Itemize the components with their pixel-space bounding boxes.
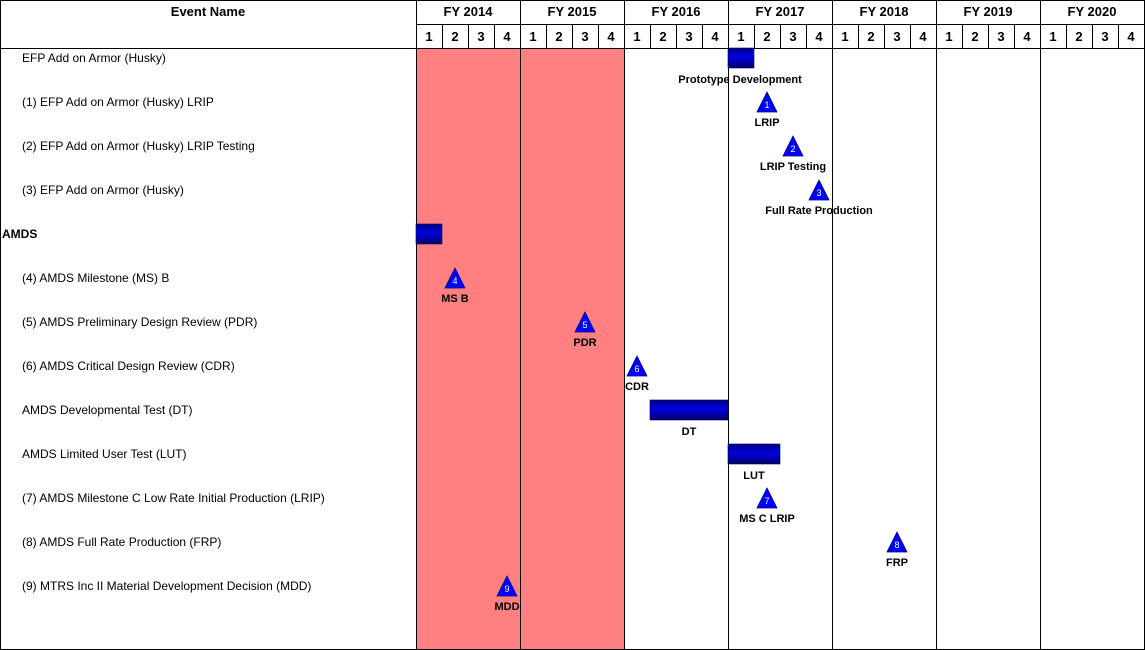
bar-label: Prototype Development	[678, 74, 802, 86]
row-label: (1) EFP Add on Armor (Husky) LRIP	[22, 95, 214, 109]
quarter-label: 3	[685, 29, 692, 44]
bar-label: LUT	[743, 470, 765, 482]
row-label: AMDS Developmental Test (DT)	[22, 403, 193, 417]
quarter-label: 4	[815, 29, 823, 44]
milestone-triangle	[444, 267, 466, 289]
year-label: FY 2020	[1068, 4, 1117, 19]
quarter-label: 1	[737, 29, 744, 44]
year-label: FY 2016	[652, 4, 701, 19]
year-label: FY 2017	[756, 4, 805, 19]
milestone-triangle	[886, 531, 908, 553]
milestone-number: 1	[764, 100, 769, 110]
gantt-bar	[727, 47, 755, 69]
gantt-bar	[649, 399, 729, 421]
quarter-label: 4	[1023, 29, 1031, 44]
milestone-label: PDR	[573, 337, 596, 349]
gantt-bar	[727, 443, 781, 465]
milestone-number: 8	[894, 540, 899, 550]
quarter-label: 2	[1075, 29, 1082, 44]
quarter-label: 2	[555, 29, 562, 44]
year-label: FY 2015	[548, 4, 597, 19]
quarter-label: 1	[945, 29, 952, 44]
milestone-number: 6	[634, 364, 639, 374]
quarter-label: 2	[971, 29, 978, 44]
milestone-triangle	[626, 355, 648, 377]
row-label: (9) MTRS Inc II Material Development Dec…	[22, 579, 311, 593]
row-label: (3) EFP Add on Armor (Husky)	[22, 183, 184, 197]
row-label: (7) AMDS Milestone C Low Rate Initial Pr…	[22, 491, 325, 505]
milestone-triangle	[574, 311, 596, 333]
milestone-label: Full Rate Production	[765, 205, 873, 217]
quarter-label: 1	[1049, 29, 1056, 44]
milestone-label: MS B	[441, 293, 469, 305]
quarter-label: 3	[893, 29, 900, 44]
event-name-header: Event Name	[171, 4, 245, 19]
milestone-label: MS C LRIP	[739, 513, 795, 525]
quarter-label: 1	[529, 29, 536, 44]
quarter-label: 3	[997, 29, 1004, 44]
year-label: FY 2019	[964, 4, 1013, 19]
row-label: (6) AMDS Critical Design Review (CDR)	[22, 359, 235, 373]
year-label: FY 2014	[444, 4, 494, 19]
quarter-label: 4	[711, 29, 719, 44]
quarter-label: 4	[503, 29, 511, 44]
milestone-triangle	[756, 91, 778, 113]
quarter-label: 2	[659, 29, 666, 44]
milestone-label: FRP	[886, 557, 908, 569]
milestone-number: 7	[764, 496, 769, 506]
row-label: EFP Add on Armor (Husky)	[22, 51, 166, 65]
milestone-triangle	[782, 135, 804, 157]
quarter-label: 1	[425, 29, 432, 44]
gantt-bar	[415, 223, 443, 245]
milestone-label: LRIP	[754, 117, 779, 129]
milestone-triangle	[808, 179, 830, 201]
quarter-label: 3	[581, 29, 588, 44]
milestone-number: 5	[582, 320, 587, 330]
quarter-label: 3	[789, 29, 796, 44]
row-label: AMDS	[2, 227, 37, 241]
quarter-label: 1	[633, 29, 640, 44]
milestone-label: CDR	[625, 381, 649, 393]
quarter-label: 2	[867, 29, 874, 44]
quarter-label: 4	[607, 29, 615, 44]
milestone-triangle	[496, 575, 518, 597]
quarter-label: 1	[841, 29, 848, 44]
quarter-label: 3	[1101, 29, 1108, 44]
milestone-label: MDD	[494, 601, 519, 613]
quarter-label: 2	[763, 29, 770, 44]
milestone-number: 9	[504, 584, 509, 594]
quarter-label: 2	[451, 29, 458, 44]
quarter-label: 4	[919, 29, 927, 44]
milestone-label: LRIP Testing	[760, 161, 826, 173]
row-label: AMDS Limited User Test (LUT)	[22, 447, 186, 461]
milestone-number: 3	[816, 188, 821, 198]
year-label: FY 2018	[860, 4, 909, 19]
milestone-number: 4	[452, 276, 457, 286]
quarter-label: 3	[477, 29, 484, 44]
row-label: (5) AMDS Preliminary Design Review (PDR)	[22, 315, 257, 329]
row-label: (2) EFP Add on Armor (Husky) LRIP Testin…	[22, 139, 255, 153]
row-label: (8) AMDS Full Rate Production (FRP)	[22, 535, 221, 549]
quarter-label: 4	[1127, 29, 1135, 44]
milestone-triangle	[756, 487, 778, 509]
milestone-number: 2	[790, 144, 795, 154]
row-label: (4) AMDS Milestone (MS) B	[22, 271, 169, 285]
bar-label: DT	[682, 426, 697, 438]
